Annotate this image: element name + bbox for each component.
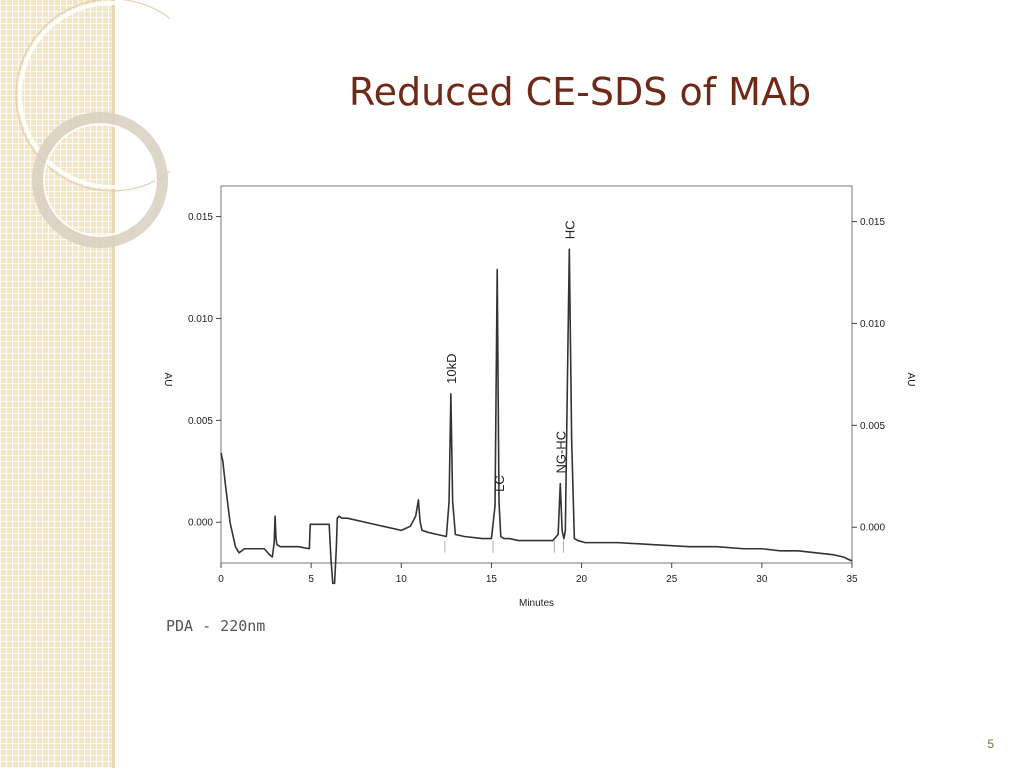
- detector-caption: PDA - 220nm: [166, 617, 266, 635]
- slide-title: Reduced CE-SDS of MAb: [348, 70, 812, 114]
- x-axis-label: Minutes: [519, 598, 554, 609]
- y-axis-label-right: AU: [905, 373, 916, 387]
- x-tick-label: 30: [756, 574, 768, 585]
- x-tick-label: 15: [486, 574, 498, 585]
- peak-label: HC: [562, 220, 577, 239]
- x-tick-label: 25: [666, 574, 678, 585]
- decorative-rings: [15, 0, 170, 248]
- y-tick-label-left: 0.000: [188, 518, 213, 529]
- y-tick-label-left: 0.005: [188, 416, 213, 427]
- peak-label: 10kD: [444, 354, 459, 384]
- y-axis-label-left: AU: [162, 373, 173, 387]
- y-tick-label-right: 0.010: [860, 319, 885, 330]
- y-tick-label-left: 0.010: [188, 314, 213, 325]
- chart-trace: [220, 248, 853, 585]
- x-tick-label: 35: [846, 574, 858, 585]
- slide-number: 5: [987, 737, 994, 751]
- x-tick-label: 5: [308, 574, 314, 585]
- y-tick-label-left: 0.015: [188, 212, 213, 223]
- electropherogram-trace: [220, 248, 853, 585]
- chart-axes: 0 5 10 15 20 25 30 35 0.000 0.000 0.005 0.005 0.010 0…: [162, 185, 916, 609]
- sidebar-pattern: [0, 0, 112, 768]
- x-tick-label: 10: [396, 574, 408, 585]
- plot-frame: [220, 185, 853, 564]
- sidebar-border: [112, 0, 115, 768]
- y-tick-label-right: 0.015: [860, 217, 885, 228]
- x-tick-label: 20: [576, 574, 588, 585]
- peak-label: LC: [492, 475, 507, 492]
- electropherogram-chart: 0 5 10 15 20 25 30 35 0.000 0.000 0.005 0.005 0.010 0…: [162, 185, 916, 609]
- chart-annotations: 10kD LC NG-HC HC: [444, 220, 577, 553]
- peak-label: NG-HC: [553, 431, 568, 474]
- y-tick-label-right: 0.005: [860, 421, 885, 432]
- y-tick-label-right: 0.000: [860, 523, 885, 534]
- x-tick-label: 0: [218, 574, 224, 585]
